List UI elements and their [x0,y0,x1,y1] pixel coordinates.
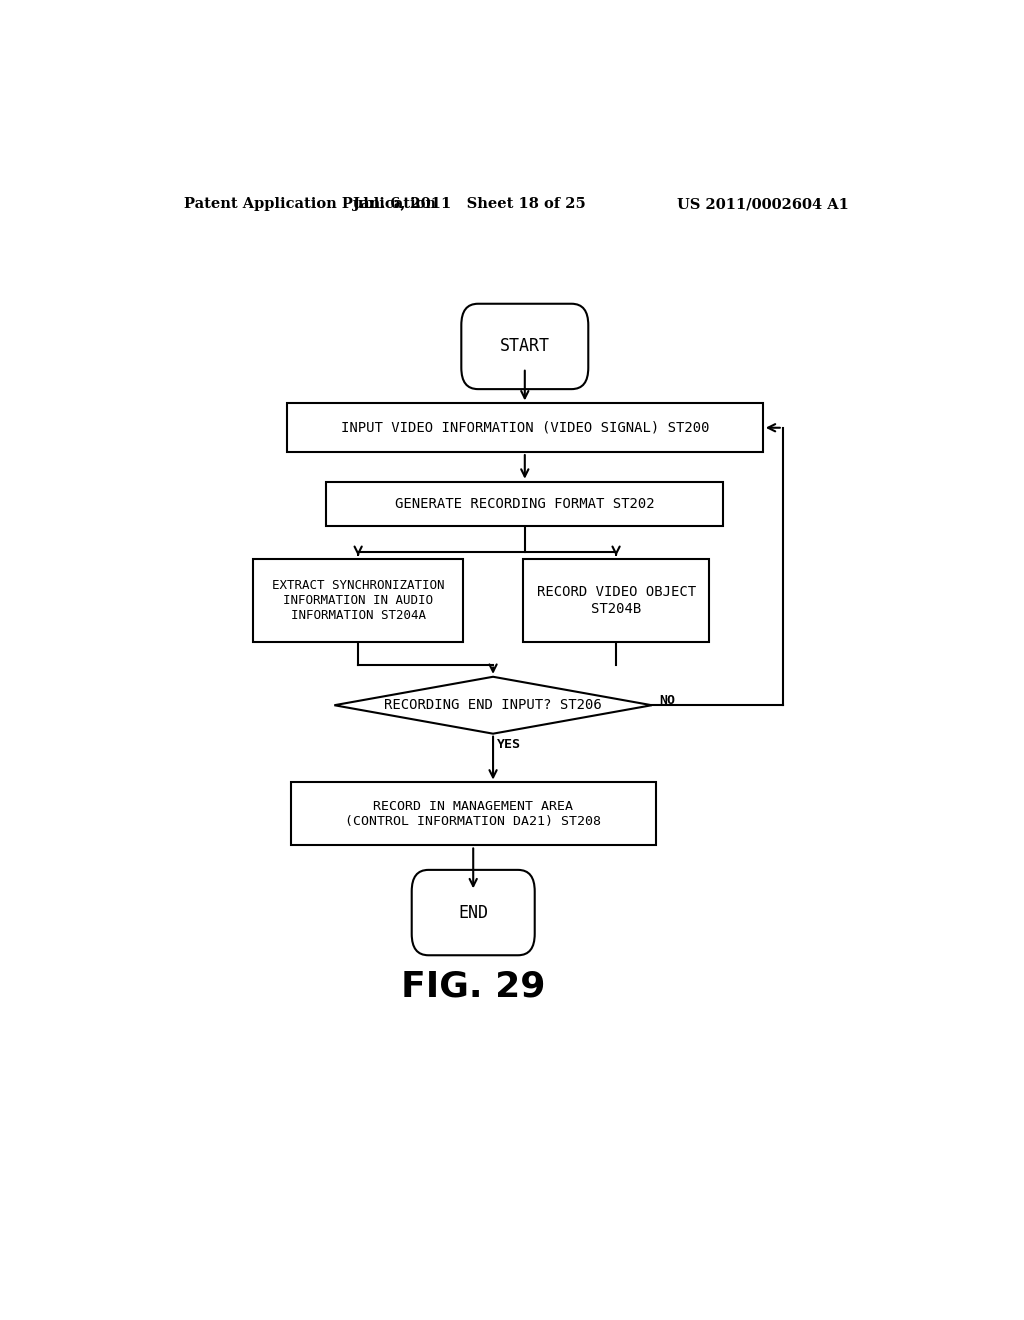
Bar [291,783,655,846]
Text: NO: NO [659,693,676,706]
Bar [327,482,723,527]
Text: GENERATE RECORDING FORMAT ST202: GENERATE RECORDING FORMAT ST202 [395,496,654,511]
Polygon shape [334,677,652,734]
Text: YES: YES [497,738,521,751]
Text: Jan. 6, 2011   Sheet 18 of 25: Jan. 6, 2011 Sheet 18 of 25 [353,197,586,211]
Text: FIG. 29: FIG. 29 [401,970,546,1003]
Bar [523,558,710,643]
Text: END: END [458,904,488,921]
Bar [287,404,763,453]
Text: EXTRACT SYNCHRONIZATION
INFORMATION IN AUDIO
INFORMATION ST204A: EXTRACT SYNCHRONIZATION INFORMATION IN A… [272,579,444,622]
Text: Patent Application Publication: Patent Application Publication [183,197,435,211]
Text: US 2011/0002604 A1: US 2011/0002604 A1 [677,197,849,211]
Bar [253,558,463,643]
Text: START: START [500,338,550,355]
FancyBboxPatch shape [461,304,588,389]
Text: RECORDING END INPUT? ST206: RECORDING END INPUT? ST206 [384,698,602,713]
Text: RECORD VIDEO OBJECT
ST204B: RECORD VIDEO OBJECT ST204B [537,586,695,615]
FancyBboxPatch shape [412,870,535,956]
Text: RECORD IN MANAGEMENT AREA
(CONTROL INFORMATION DA21) ST208: RECORD IN MANAGEMENT AREA (CONTROL INFOR… [345,800,601,828]
Text: INPUT VIDEO INFORMATION (VIDEO SIGNAL) ST200: INPUT VIDEO INFORMATION (VIDEO SIGNAL) S… [341,421,709,434]
